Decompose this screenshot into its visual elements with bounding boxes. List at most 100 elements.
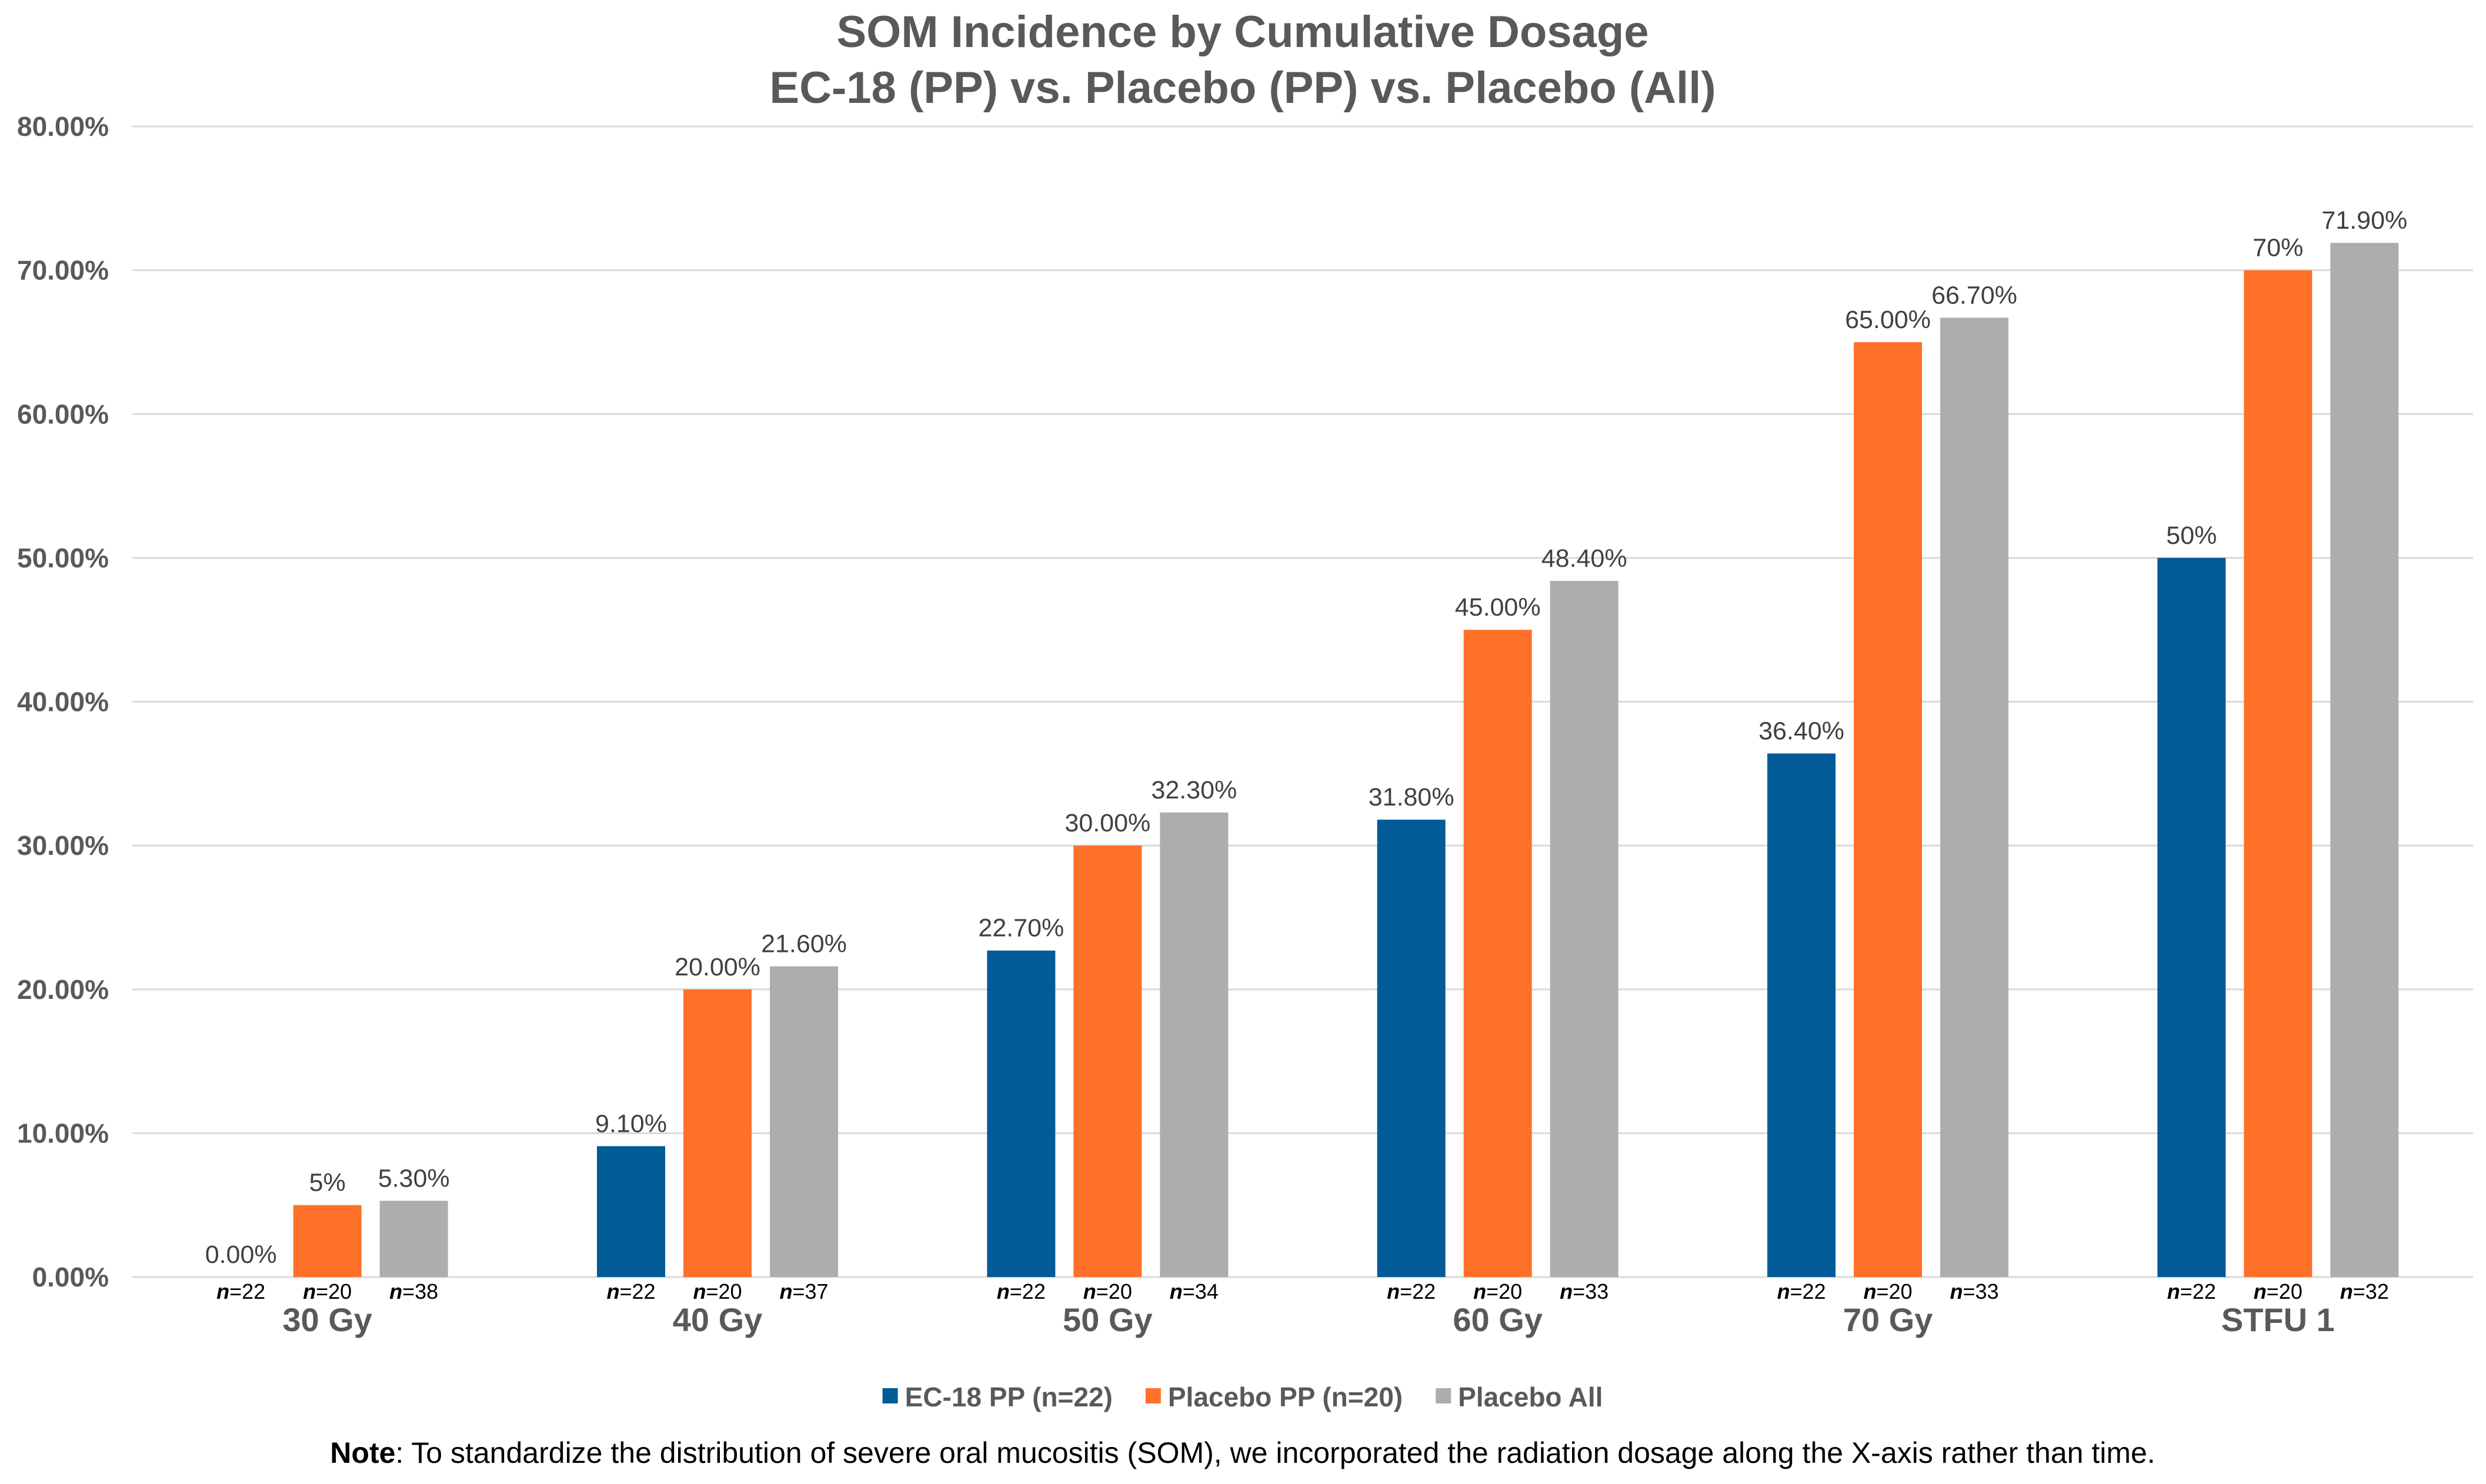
n-label-value: =22 (2180, 1279, 2216, 1303)
footnote-text: : To standardize the distribution of sev… (395, 1436, 2155, 1469)
category-label: 40 Gy (673, 1301, 763, 1338)
n-label-prefix: n (2254, 1279, 2267, 1303)
data-label: 36.40% (1758, 717, 1844, 746)
n-label-prefix: n (2167, 1279, 2180, 1303)
y-tick-label: 20.00% (17, 974, 109, 1005)
n-labels: n=22 n=20 n=38 n=22 n=20 n=37 n=22 n=20 n=34 n=22… (216, 1279, 2389, 1303)
n-label: n=20 (303, 1279, 352, 1303)
data-label: 5.30% (378, 1164, 450, 1192)
data-label: 9.10% (595, 1109, 667, 1138)
category-label: STFU 1 (2221, 1301, 2335, 1338)
bar-ec-18-pp-n-22--1 (597, 1146, 665, 1277)
chart-title-line-2: EC-18 (PP) vs. Placebo (PP) vs. Placebo … (769, 63, 1716, 113)
data-label: 20.00% (675, 953, 760, 981)
n-label: n=33 (1560, 1279, 1609, 1303)
n-label: n=37 (779, 1279, 828, 1303)
n-label-prefix: n (1473, 1279, 1486, 1303)
bar-placebo-pp-n-20--2 (1073, 845, 1142, 1277)
data-label: 5% (309, 1169, 346, 1197)
n-label-prefix: n (1950, 1279, 1963, 1303)
bar-ec-18-pp-n-22--4 (1767, 753, 1836, 1277)
y-tick-label: 0.00% (32, 1262, 109, 1292)
data-label: 22.70% (978, 914, 1064, 942)
data-label: 21.60% (761, 930, 847, 958)
bar-ec-18-pp-n-22--5 (2157, 557, 2226, 1277)
data-label: 50% (2166, 522, 2217, 550)
footnote: Note: To standardize the distribution of… (330, 1436, 2155, 1469)
n-label: n=22 (606, 1279, 655, 1303)
bar-placebo-all-0 (379, 1201, 448, 1277)
data-label: 70% (2253, 234, 2303, 262)
gridlines (132, 125, 2473, 1278)
legend-label: Placebo PP (n=20) (1168, 1382, 1403, 1412)
n-label-value: =22 (229, 1279, 265, 1303)
bar-placebo-all-2 (1160, 812, 1229, 1277)
n-label: n=38 (389, 1279, 438, 1303)
n-label: n=22 (216, 1279, 265, 1303)
n-label: n=20 (693, 1279, 742, 1303)
n-label-value: =20 (1486, 1279, 1522, 1303)
chart-title: SOM Incidence by Cumulative Dosage EC-18… (769, 7, 1716, 113)
y-tick-label: 10.00% (17, 1118, 109, 1148)
y-axis-tick-labels: 0.00% 10.00% 20.00% 30.00% 40.00% 50.00% 60.00… (17, 111, 109, 1292)
legend: EC-18 PP (n=22) Placebo PP (n=20) Placebo … (882, 1382, 1603, 1412)
bars (293, 243, 2399, 1277)
n-label: n=20 (2254, 1279, 2303, 1303)
y-tick-label: 60.00% (17, 399, 109, 429)
data-label: 45.00% (1455, 593, 1541, 621)
footnote-bold: Note (330, 1436, 395, 1469)
category-label: 30 Gy (282, 1301, 372, 1338)
chart-title-line-1: SOM Incidence by Cumulative Dosage (836, 7, 1649, 57)
legend-swatch (882, 1388, 898, 1403)
data-label: 0.00% (205, 1241, 277, 1269)
y-tick-label: 70.00% (17, 255, 109, 286)
n-label-prefix: n (2340, 1279, 2353, 1303)
n-label-value: =20 (316, 1279, 352, 1303)
n-label-value: =20 (1876, 1279, 1912, 1303)
n-label-value: =20 (1096, 1279, 1132, 1303)
n-label-prefix: n (606, 1279, 619, 1303)
n-label-value: =37 (792, 1279, 828, 1303)
n-label-prefix: n (303, 1279, 316, 1303)
n-label-value: =20 (706, 1279, 742, 1303)
data-label: 30.00% (1065, 809, 1150, 837)
x-axis-category-labels: 30 Gy 40 Gy 50 Gy 60 Gy 70 Gy STFU 1 (282, 1301, 2334, 1338)
n-label-value: =38 (402, 1279, 438, 1303)
n-label: n=20 (1863, 1279, 1912, 1303)
n-label: n=34 (1170, 1279, 1219, 1303)
y-tick-label: 40.00% (17, 687, 109, 717)
bar-placebo-pp-n-20--0 (293, 1205, 362, 1277)
bar-placebo-all-5 (2330, 243, 2399, 1277)
data-label: 66.70% (1931, 281, 2017, 309)
n-label-value: =34 (1183, 1279, 1219, 1303)
n-label: n=32 (2340, 1279, 2389, 1303)
n-label-value: =32 (2353, 1279, 2389, 1303)
n-label-value: =33 (1573, 1279, 1609, 1303)
bar-placebo-pp-n-20--3 (1463, 630, 1532, 1277)
legend-label: Placebo All (1458, 1382, 1603, 1412)
n-label-value: =20 (2267, 1279, 2303, 1303)
n-label-value: =33 (1963, 1279, 1998, 1303)
bar-placebo-pp-n-20--4 (1854, 342, 1922, 1277)
n-label: n=22 (2167, 1279, 2216, 1303)
bar-placebo-all-1 (770, 966, 838, 1277)
bar-placebo-all-3 (1550, 581, 1619, 1277)
bar-ec-18-pp-n-22--2 (987, 950, 1056, 1277)
category-label: 50 Gy (1063, 1301, 1153, 1338)
data-label: 48.40% (1541, 544, 1627, 573)
data-label: 65.00% (1845, 306, 1931, 334)
bar-ec-18-pp-n-22--3 (1377, 820, 1446, 1277)
n-label-prefix: n (216, 1279, 229, 1303)
bar-placebo-pp-n-20--5 (2244, 270, 2313, 1277)
n-label-prefix: n (1170, 1279, 1183, 1303)
n-label: n=20 (1083, 1279, 1132, 1303)
y-tick-label: 50.00% (17, 543, 109, 573)
bar-placebo-all-4 (1940, 317, 2008, 1277)
n-label-value: =22 (1400, 1279, 1436, 1303)
n-label-prefix: n (997, 1279, 1010, 1303)
n-label-value: =22 (1010, 1279, 1046, 1303)
data-labels: 0.00% 5% 5.30% 9.10% 20.00%21.60% 22.70% 30.00… (205, 206, 2408, 1269)
n-label-prefix: n (1083, 1279, 1096, 1303)
